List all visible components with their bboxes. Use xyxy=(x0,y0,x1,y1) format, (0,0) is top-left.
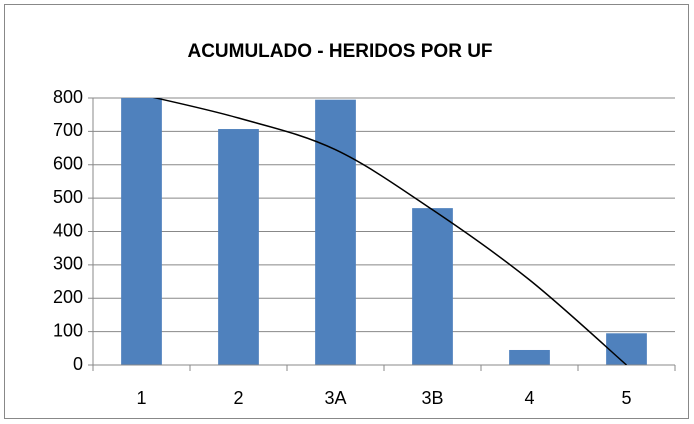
x-tick-label: 3A xyxy=(324,388,346,408)
bar xyxy=(121,98,162,365)
x-tick-label: 5 xyxy=(621,388,631,408)
bar xyxy=(218,129,259,365)
y-tick-label: 300 xyxy=(53,254,83,274)
x-tick-label: 2 xyxy=(233,388,243,408)
y-tick-label: 600 xyxy=(53,154,83,174)
x-tick-label: 1 xyxy=(136,388,146,408)
y-tick-label: 700 xyxy=(53,120,83,140)
y-tick-label: 200 xyxy=(53,287,83,307)
bar xyxy=(606,333,647,365)
y-tick-label: 800 xyxy=(53,87,83,107)
y-tick-label: 0 xyxy=(73,354,83,374)
x-tick-label: 3B xyxy=(421,388,443,408)
bar xyxy=(412,208,453,365)
trendline xyxy=(152,98,627,365)
y-tick-label: 500 xyxy=(53,187,83,207)
x-tick-label: 4 xyxy=(524,388,534,408)
chart-title: ACUMULADO - HERIDOS POR UF xyxy=(187,41,492,62)
y-tick-label: 400 xyxy=(53,220,83,240)
bar xyxy=(509,349,550,365)
bar xyxy=(315,99,356,365)
y-tick-label: 100 xyxy=(53,320,83,340)
